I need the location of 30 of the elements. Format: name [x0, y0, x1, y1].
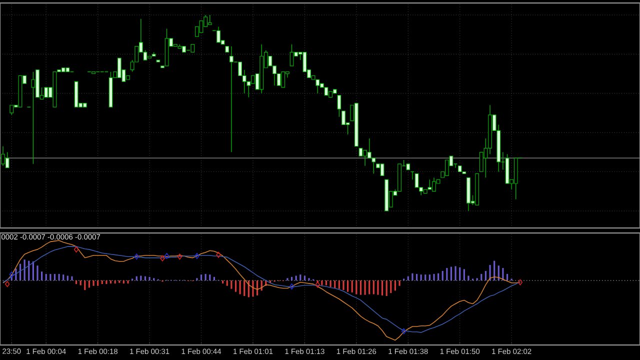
point [4, 281, 10, 288]
candlestick [479, 152, 484, 172]
candlestick [199, 20, 204, 33]
candlestick [414, 173, 419, 188]
point [134, 254, 139, 260]
candlestick [281, 71, 286, 88]
candlestick [31, 71, 36, 164]
candlestick [208, 14, 212, 26]
point [177, 254, 182, 260]
candlestick [5, 152, 10, 168]
candlestick [444, 160, 449, 176]
candlestick [44, 87, 48, 98]
candlestick [230, 46, 234, 152]
point [401, 328, 406, 334]
point [518, 279, 523, 286]
point [74, 246, 79, 252]
point [160, 255, 165, 262]
candlestick [117, 58, 122, 78]
point [194, 253, 200, 260]
point [289, 283, 294, 290]
candlestick [428, 179, 432, 190]
point [164, 253, 170, 260]
point [9, 272, 14, 278]
candlestick [10, 104, 14, 116]
candlestick [380, 164, 384, 176]
point [315, 282, 320, 288]
candlestick [316, 79, 320, 94]
candlestick [367, 138, 372, 158]
point [216, 252, 221, 258]
candlestick [337, 94, 342, 118]
